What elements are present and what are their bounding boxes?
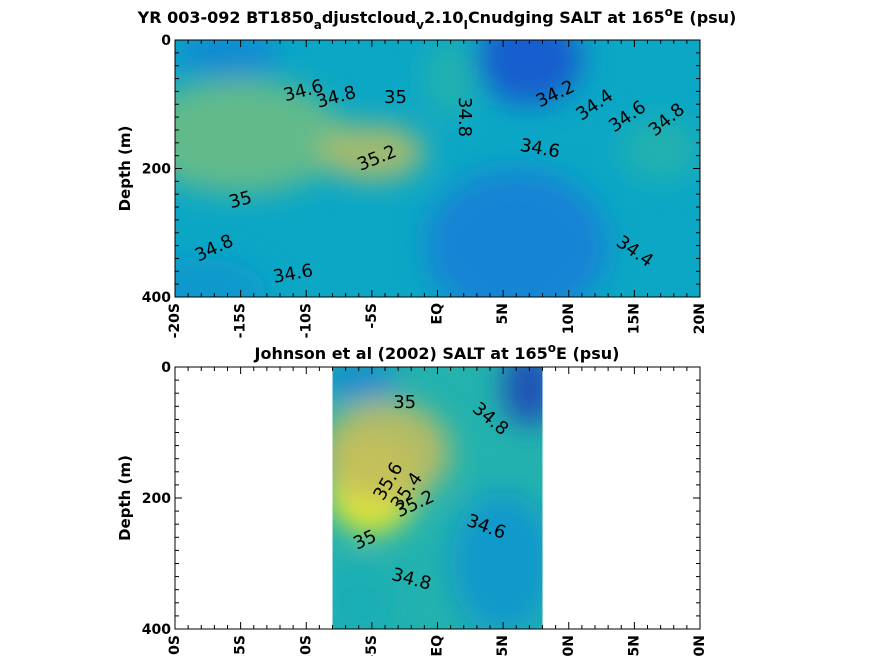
x-tick-label: 15N bbox=[626, 303, 642, 334]
contour-label-1: 35 bbox=[393, 392, 416, 413]
title-part: E (psu) bbox=[673, 8, 737, 27]
field-feature-4 bbox=[476, 40, 582, 105]
field-feature-2 bbox=[332, 399, 451, 505]
y-tick-label: 400 bbox=[142, 290, 171, 306]
x-tick-label: -20S bbox=[167, 303, 183, 338]
field-feature-5 bbox=[424, 168, 609, 297]
axes-box bbox=[174, 39, 701, 298]
contour-label-8: 34.8 bbox=[454, 97, 475, 137]
field-feature-7 bbox=[175, 258, 267, 297]
y-axis-label: Depth (m) bbox=[116, 455, 134, 541]
title-part: djustcloud bbox=[322, 8, 416, 27]
chart-title: Johnson et al (2002) SALT at 165oE (psu) bbox=[254, 341, 620, 363]
x-tick-label: 20N bbox=[692, 303, 708, 334]
x-tick-label: 10N bbox=[561, 303, 577, 334]
x-tick-label: EQ bbox=[430, 303, 446, 325]
title-part: 2.10 bbox=[424, 8, 463, 27]
chart-panel-1: 34.634.8 3535.23534.834.634.834.234.434.6… bbox=[116, 5, 736, 338]
x-tick-label: -15S bbox=[233, 303, 249, 338]
title-part: v bbox=[416, 18, 424, 32]
x-tick-label: 10N bbox=[561, 635, 577, 656]
title-part: a bbox=[314, 18, 322, 32]
y-tick-label: 200 bbox=[142, 491, 171, 507]
y-tick-label: 0 bbox=[161, 33, 171, 49]
axes-box bbox=[174, 366, 701, 630]
y-tick-label: 400 bbox=[142, 622, 171, 638]
x-tick-label: -10S bbox=[298, 635, 314, 656]
salinity-field bbox=[332, 367, 543, 629]
chart-panel-2: 35 34.835.635.435.235 34.634.8-20S -15S -10S… bbox=[116, 341, 708, 656]
x-tick-label: EQ bbox=[430, 635, 446, 656]
x-tick-label: 15N bbox=[626, 635, 642, 656]
field-feature-5 bbox=[332, 367, 399, 400]
field-feature-2 bbox=[319, 123, 425, 182]
contour-label-3: 35 bbox=[384, 87, 407, 108]
title-part: o bbox=[665, 5, 673, 19]
field-feature-1 bbox=[175, 78, 346, 195]
x-tick-label: 5N bbox=[495, 635, 511, 656]
x-tick-label: -20S bbox=[167, 635, 183, 656]
title-part: YR 003-092 BT1850 bbox=[137, 8, 314, 27]
title-part: o bbox=[548, 341, 556, 355]
field-feature-6 bbox=[621, 117, 700, 182]
field-feature-3 bbox=[503, 367, 543, 426]
x-tick-label: -15S bbox=[233, 635, 249, 656]
salinity-field bbox=[175, 40, 700, 297]
x-tick-label: -5S bbox=[364, 635, 380, 656]
title-part: E (psu) bbox=[556, 344, 620, 363]
chart-title: YR 003-092 BT1850adjustcloudv2.10ICnudgi… bbox=[137, 5, 737, 32]
title-part: I bbox=[463, 18, 467, 32]
x-tick-label: 5N bbox=[495, 303, 511, 324]
field-feature-3 bbox=[175, 40, 280, 79]
field-feature-4 bbox=[450, 491, 543, 629]
y-axis-label: Depth (m) bbox=[116, 126, 134, 212]
x-tick-label: 20N bbox=[692, 635, 708, 656]
title-part: Johnson et al (2002) SALT at 165 bbox=[254, 344, 548, 363]
field-feature-8 bbox=[424, 40, 477, 118]
y-tick-label: 0 bbox=[161, 360, 171, 376]
field-feature-6 bbox=[332, 563, 399, 629]
x-tick-label: -5S bbox=[364, 303, 380, 329]
y-tick-label: 200 bbox=[142, 162, 171, 178]
x-tick-label: -10S bbox=[298, 303, 314, 338]
title-part: Cnudging SALT at 165 bbox=[468, 8, 665, 27]
